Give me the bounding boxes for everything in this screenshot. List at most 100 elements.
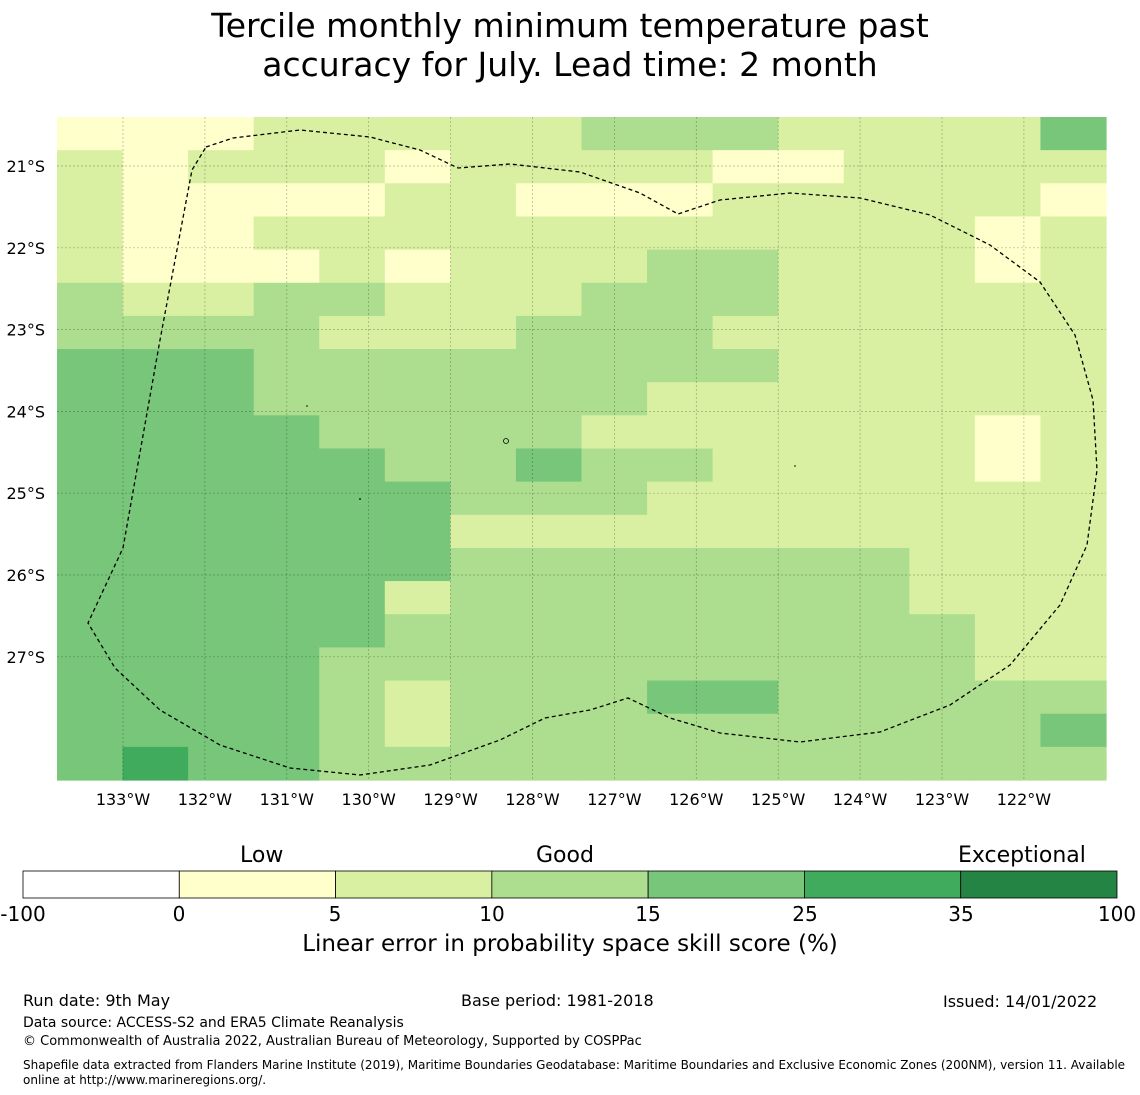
grid-cell bbox=[909, 514, 976, 549]
grid-cell bbox=[450, 315, 517, 350]
grid-cell bbox=[581, 514, 648, 549]
grid-cell bbox=[778, 315, 845, 350]
grid-cell bbox=[909, 581, 976, 615]
grid-cell bbox=[712, 183, 779, 218]
grid-cell bbox=[122, 415, 189, 450]
colorbar-segment bbox=[960, 870, 1118, 899]
grid-cell bbox=[253, 282, 320, 317]
grid-cell bbox=[384, 183, 451, 218]
grid-cell bbox=[450, 349, 517, 383]
grid-cell bbox=[843, 249, 910, 284]
grid-cell bbox=[843, 415, 910, 450]
grid-cell bbox=[57, 382, 124, 416]
grid-cell bbox=[384, 315, 451, 350]
grid-cell bbox=[57, 514, 124, 549]
grid-cell bbox=[253, 183, 320, 218]
grid-cell bbox=[843, 282, 910, 317]
grid-cell bbox=[974, 614, 1042, 648]
issued-date: Issued: 14/01/2022 bbox=[943, 992, 1098, 1011]
grid-cell bbox=[843, 183, 910, 218]
grid-cell bbox=[778, 647, 845, 682]
grid-cell bbox=[581, 249, 648, 284]
grid-cell bbox=[57, 117, 124, 151]
grid-cell bbox=[122, 150, 189, 184]
grid-cell bbox=[581, 415, 648, 450]
grid-cell bbox=[188, 349, 255, 383]
grid-cell bbox=[253, 547, 320, 582]
colorbar-tick: 25 bbox=[792, 902, 818, 926]
grid-cell bbox=[253, 415, 320, 450]
grid-cell bbox=[581, 183, 648, 218]
grid-cell bbox=[647, 382, 714, 416]
grid-cell bbox=[122, 282, 189, 317]
latitude-label: 21°S bbox=[6, 157, 45, 176]
grid-cell bbox=[909, 647, 976, 682]
grid-cell bbox=[778, 481, 845, 516]
grid-cell bbox=[581, 448, 648, 483]
copyright: © Commonwealth of Australia 2022, Austra… bbox=[23, 1034, 642, 1049]
grid-cell bbox=[1040, 680, 1107, 715]
grid-cell bbox=[647, 746, 714, 781]
grid-cell bbox=[647, 249, 714, 284]
grid-cell bbox=[450, 581, 517, 615]
grid-cell bbox=[253, 349, 320, 383]
grid-cell bbox=[515, 349, 583, 383]
grid-cell bbox=[647, 315, 714, 350]
grid-cell bbox=[384, 481, 451, 516]
latitude-label: 22°S bbox=[6, 239, 45, 258]
grid-cell bbox=[647, 647, 714, 682]
grid-cell bbox=[319, 481, 386, 516]
grid-cell bbox=[384, 547, 451, 582]
grid-cell bbox=[778, 117, 845, 151]
latitude-label: 23°S bbox=[6, 321, 45, 340]
grid-cell bbox=[450, 746, 517, 781]
grid-cell bbox=[581, 349, 648, 383]
skill-map: 21°S22°S23°S24°S25°S26°S27°S 133°W 132°W 1… bbox=[6, 117, 1107, 809]
grid-cell bbox=[253, 614, 320, 648]
grid-cell bbox=[188, 481, 255, 516]
colorbar-segment bbox=[804, 870, 962, 899]
grid-cell bbox=[1040, 647, 1107, 682]
grid-cell bbox=[57, 315, 124, 350]
grid-cell bbox=[515, 614, 583, 648]
latitude-label: 27°S bbox=[6, 648, 45, 667]
grid-cell bbox=[974, 547, 1042, 582]
grid-cell bbox=[253, 448, 320, 483]
grid-cell bbox=[581, 315, 648, 350]
grid-cell bbox=[253, 382, 320, 416]
grid-cell bbox=[843, 448, 910, 483]
grid-cell bbox=[188, 315, 255, 350]
grid-cell bbox=[384, 382, 451, 416]
island-marker bbox=[306, 405, 308, 407]
grid-cell bbox=[384, 448, 451, 483]
grid-cell bbox=[1040, 315, 1107, 350]
grid-cell bbox=[384, 647, 451, 682]
grid-cell bbox=[515, 713, 583, 748]
grid-cell bbox=[778, 448, 845, 483]
grid-cell bbox=[909, 614, 976, 648]
grid-cell bbox=[974, 713, 1042, 748]
grid-cell bbox=[974, 315, 1042, 350]
grid-cell bbox=[253, 713, 320, 748]
grid-cell bbox=[122, 249, 189, 284]
grid-cell bbox=[515, 481, 583, 516]
grid-cell bbox=[974, 581, 1042, 615]
grid-cell bbox=[778, 680, 845, 715]
grid-cell bbox=[188, 183, 255, 218]
grid-cell bbox=[843, 647, 910, 682]
grid-cell bbox=[515, 183, 583, 218]
grid-cell bbox=[319, 282, 386, 317]
grid-cell bbox=[909, 547, 976, 582]
grid-cell bbox=[319, 581, 386, 615]
colorbar-segment bbox=[22, 870, 180, 899]
grid-cell bbox=[188, 382, 255, 416]
grid-cell bbox=[384, 415, 451, 450]
colorbar-segment bbox=[335, 870, 493, 899]
grid-cell bbox=[843, 746, 910, 781]
grid-cell bbox=[647, 614, 714, 648]
grid-cell bbox=[57, 183, 124, 218]
grid-cell bbox=[319, 547, 386, 582]
grid-cell bbox=[57, 614, 124, 648]
grid-cell bbox=[450, 183, 517, 218]
grid-cell bbox=[909, 117, 976, 151]
